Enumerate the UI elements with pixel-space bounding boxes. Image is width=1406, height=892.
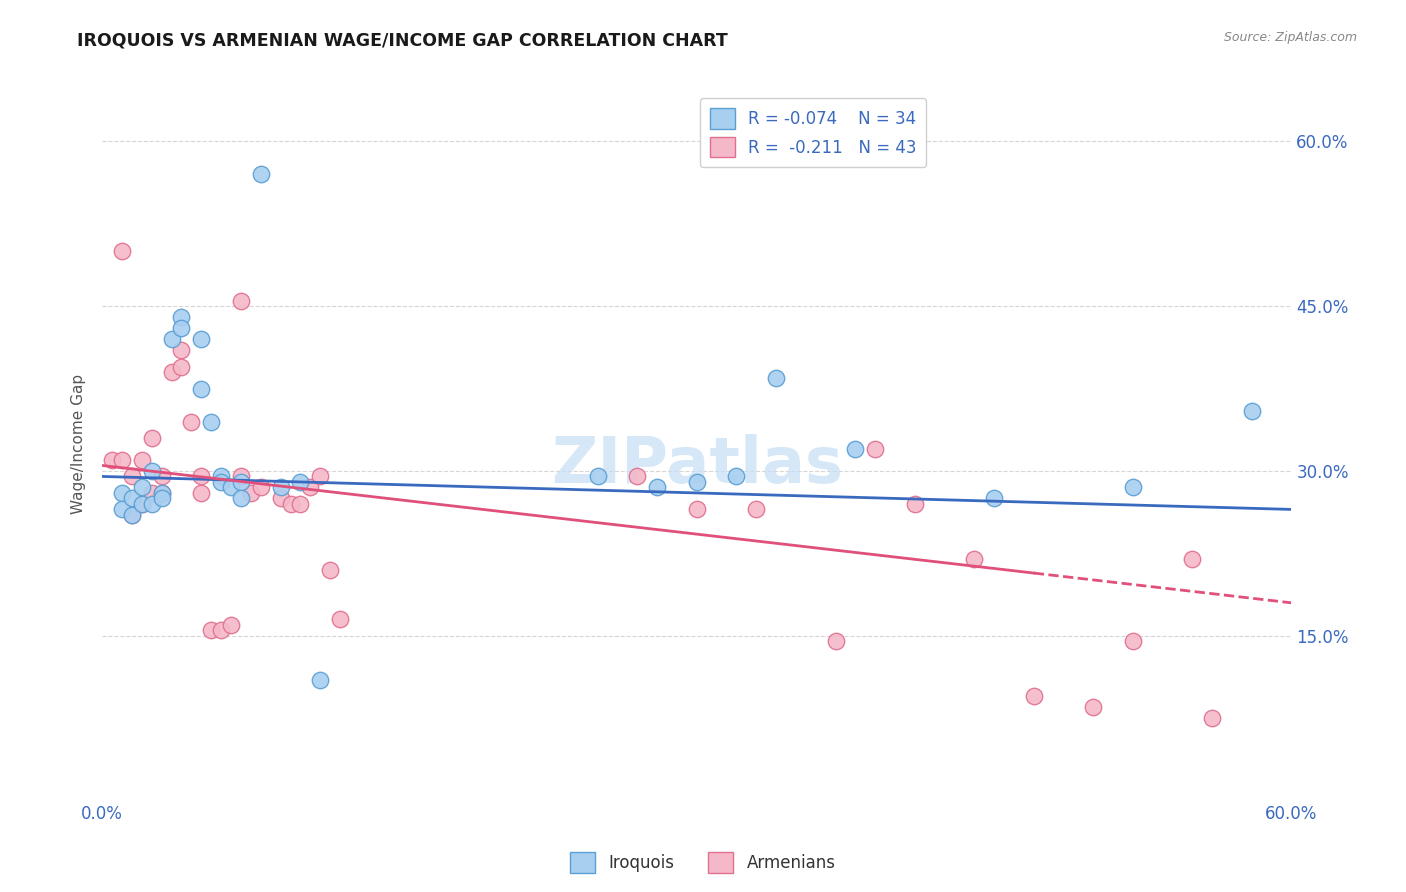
Point (904, 497, 927, 511)
Point (209, 475, 232, 489)
Point (1083, 700, 1105, 714)
Point (586, 469, 609, 483)
Point (141, 486, 163, 500)
Text: Source: ZipAtlas.com: Source: ZipAtlas.com (1223, 31, 1357, 45)
Point (1122, 634, 1144, 648)
Point (131, 453, 153, 467)
Legend: R = -0.074    N = 34, R =  -0.211   N = 43: R = -0.074 N = 34, R = -0.211 N = 43 (700, 98, 927, 168)
Point (190, 332, 212, 346)
Point (319, 563, 342, 577)
Point (121, 508, 143, 522)
Y-axis label: Wage/Income Gap: Wage/Income Gap (72, 374, 86, 514)
Point (101, 453, 124, 467)
Point (111, 486, 134, 500)
Point (309, 673, 332, 687)
Point (141, 464, 163, 478)
Point (270, 491, 292, 506)
Point (111, 453, 134, 467)
Point (290, 497, 312, 511)
Point (131, 497, 153, 511)
Point (200, 624, 222, 638)
Point (963, 552, 986, 566)
Point (249, 480, 271, 494)
Legend: Iroquois, Armenians: Iroquois, Armenians (564, 846, 842, 880)
Point (686, 502, 709, 516)
Point (170, 359, 193, 374)
Point (170, 310, 193, 325)
Point (229, 475, 252, 489)
Point (745, 502, 768, 516)
Point (1201, 711, 1223, 725)
Point (329, 612, 352, 626)
Point (121, 469, 143, 483)
Point (249, 167, 271, 181)
Point (1240, 403, 1263, 417)
Point (170, 343, 193, 357)
Point (229, 469, 252, 483)
Point (280, 497, 302, 511)
Point (219, 480, 242, 494)
Point (1122, 480, 1144, 494)
Point (209, 624, 232, 638)
Point (229, 491, 252, 506)
Point (190, 382, 212, 396)
Point (150, 491, 173, 506)
Point (141, 497, 163, 511)
Point (131, 480, 153, 494)
Point (229, 293, 252, 308)
Point (725, 469, 748, 483)
Text: ZIPatlas: ZIPatlas (551, 434, 842, 496)
Point (983, 491, 1005, 506)
Point (190, 486, 212, 500)
Point (200, 415, 222, 429)
Point (844, 442, 866, 456)
Point (299, 480, 322, 494)
Point (309, 469, 332, 483)
Point (131, 497, 153, 511)
Text: IROQUOIS VS ARMENIAN WAGE/INCOME GAP CORRELATION CHART: IROQUOIS VS ARMENIAN WAGE/INCOME GAP COR… (77, 31, 728, 49)
Point (111, 502, 134, 516)
Point (209, 469, 232, 483)
Point (1181, 552, 1204, 566)
Point (150, 486, 173, 500)
Point (160, 332, 183, 346)
Point (150, 469, 173, 483)
Point (121, 491, 143, 506)
Point (219, 617, 242, 632)
Point (765, 370, 787, 384)
Point (190, 469, 212, 483)
Point (824, 634, 846, 648)
Point (121, 508, 143, 522)
Point (239, 486, 262, 500)
Point (160, 365, 183, 379)
Point (180, 415, 202, 429)
Point (290, 475, 312, 489)
Point (1022, 690, 1045, 704)
Point (141, 431, 163, 445)
Point (645, 480, 668, 494)
Point (270, 480, 292, 494)
Point (170, 321, 193, 335)
Point (111, 244, 134, 259)
Point (150, 486, 173, 500)
Point (686, 475, 709, 489)
Point (626, 469, 648, 483)
Point (863, 442, 886, 456)
